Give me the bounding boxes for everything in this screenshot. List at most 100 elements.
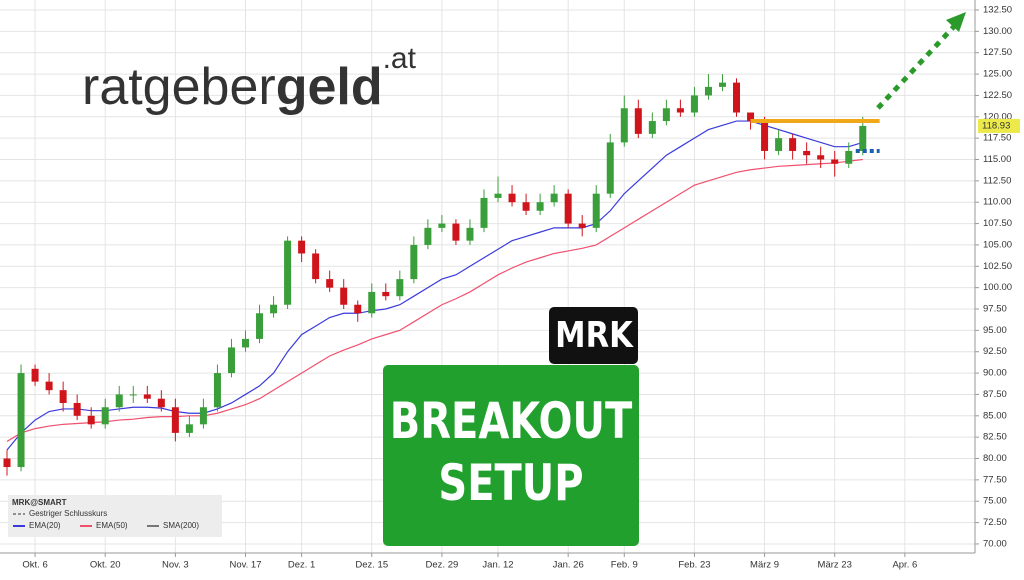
- y-tick-label: 82.50: [983, 432, 1007, 443]
- candle-body: [410, 244, 418, 280]
- candle-body: [312, 253, 320, 280]
- candle-body: [508, 193, 516, 203]
- candle-body: [466, 227, 474, 241]
- y-tick-label: 85.00: [983, 410, 1007, 421]
- y-tick-label: 90.00: [983, 368, 1007, 379]
- candle-body: [143, 394, 151, 399]
- setup-line: SETUP: [438, 454, 583, 513]
- candle-body: [340, 287, 348, 305]
- candle-body: [326, 279, 334, 288]
- y-tick-label: 72.50: [983, 517, 1007, 528]
- y-tick-label: 105.00: [983, 239, 1012, 250]
- indicator-line: [6, 158, 863, 442]
- candle-body: [662, 108, 670, 122]
- legend-title: MRK@SMART: [12, 498, 67, 507]
- y-tick-label: 110.00: [983, 197, 1011, 208]
- candle-body: [73, 402, 81, 416]
- candle-body: [859, 125, 867, 151]
- candle-body: [522, 202, 530, 211]
- candle-body: [690, 95, 698, 113]
- x-tick-label: Jan. 12: [482, 560, 513, 571]
- y-tick-label: 95.00: [983, 325, 1007, 336]
- candle-body: [578, 223, 586, 228]
- candle-body: [270, 304, 278, 314]
- x-tick-label: Dez. 1: [288, 560, 315, 571]
- x-tick-label: Okt. 20: [90, 560, 121, 571]
- legend: EMA(20) EMA(50) SMA(200): [13, 521, 199, 530]
- candle-body: [452, 223, 460, 241]
- candle-body: [480, 197, 488, 228]
- legend-label: EMA(50): [96, 521, 128, 530]
- y-tick-label: 100.00: [983, 282, 1012, 293]
- legend-box: [8, 495, 222, 537]
- y-tick-label: 80.00: [983, 453, 1007, 464]
- candle-body: [157, 398, 165, 408]
- y-tick-label: 122.50: [983, 90, 1012, 101]
- candle-body: [87, 415, 95, 425]
- candle-body: [185, 424, 193, 433]
- candle-body: [718, 82, 726, 87]
- y-tick-label: 77.50: [983, 474, 1007, 485]
- y-tick-label: 75.00: [983, 496, 1007, 507]
- y-tick-label: 70.00: [983, 538, 1007, 549]
- candle-body: [199, 407, 207, 425]
- candle-body: [31, 368, 39, 382]
- setup-text: BREAKOUT SETUP: [390, 392, 633, 513]
- candle-body: [438, 223, 446, 228]
- candle-body: [775, 138, 783, 151]
- candle-body: [17, 373, 25, 468]
- y-tick-label: 92.50: [983, 346, 1007, 357]
- candle-body: [213, 373, 221, 408]
- x-tick-label: März 23: [818, 560, 852, 571]
- candle-body: [45, 381, 53, 391]
- y-tick-label: 115.00: [983, 154, 1011, 165]
- annotations: 118.93: [750, 118, 1020, 153]
- candle-body: [171, 407, 179, 433]
- candle-body: [761, 121, 769, 151]
- candle-body: [550, 193, 558, 203]
- logo-bold: geld: [276, 58, 383, 116]
- y-tick-label: 102.50: [983, 261, 1012, 272]
- ticker-badge: [549, 307, 638, 364]
- y-tick-label: 125.00: [983, 69, 1012, 80]
- candle-body: [115, 394, 123, 408]
- candle-body: [101, 407, 109, 425]
- candle-body: [59, 390, 67, 403]
- setup-box: [383, 365, 639, 546]
- candle-body: [592, 193, 600, 228]
- candle-body: [704, 86, 712, 96]
- legend-label: EMA(20): [29, 521, 61, 530]
- marks: [3, 74, 867, 476]
- candle-body: [564, 193, 572, 224]
- candle-body: [424, 227, 432, 245]
- x-tick-label: März 9: [750, 560, 779, 571]
- candle-body: [831, 159, 839, 164]
- candle-body: [368, 291, 376, 314]
- y-tick-label: 117.50: [983, 133, 1011, 144]
- x-tick-label: Dez. 29: [426, 560, 459, 571]
- y-tick-label: 107.50: [983, 218, 1012, 229]
- y-tick-label: 97.50: [983, 304, 1007, 315]
- candle-body: [803, 150, 811, 156]
- x-tick-label: Jan. 26: [553, 560, 584, 571]
- legend-label: SMA(200): [163, 521, 199, 530]
- price-tag: [978, 118, 1020, 133]
- candle-body: [634, 108, 642, 134]
- y-tick-label: 87.50: [983, 389, 1007, 400]
- candle-body: [298, 240, 306, 254]
- y-tick-label: 120.00: [983, 111, 1012, 122]
- setup-line: BREAKOUT: [390, 392, 633, 451]
- candle-body: [845, 150, 853, 164]
- candle-body: [648, 121, 656, 134]
- candle-body: [620, 108, 628, 143]
- candle-body: [227, 347, 235, 374]
- candle-body: [817, 155, 825, 160]
- candle-body: [284, 240, 292, 305]
- candle-body: [536, 202, 544, 211]
- candle-body: [747, 112, 755, 122]
- price-tag-label: 118.93: [982, 120, 1010, 131]
- logo-suffix: .at: [383, 42, 417, 75]
- candle-body: [733, 82, 741, 113]
- ticker-text: MRK: [555, 314, 634, 356]
